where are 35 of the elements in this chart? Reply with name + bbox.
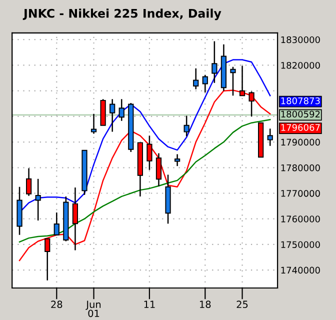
candlestick xyxy=(230,66,236,96)
y-tick-label: 1750000 xyxy=(281,241,320,248)
line-series xyxy=(18,90,271,262)
candlestick xyxy=(202,74,208,94)
candlestick xyxy=(212,40,218,84)
y-tick-label: 1830000 xyxy=(281,36,320,44)
x-tick-label: 25 xyxy=(236,300,248,308)
candlestick xyxy=(193,68,199,90)
x-tick-label: 28 xyxy=(51,300,62,308)
y-tick-label: 1780000 xyxy=(281,164,320,172)
y-tick-label: 1760000 xyxy=(281,216,320,222)
candlestick xyxy=(156,152,162,187)
ref-line-label: 1800592 xyxy=(281,110,320,118)
candlestick xyxy=(26,168,32,196)
y-tick-label: 1820000 xyxy=(281,62,320,69)
candlestick xyxy=(146,135,152,171)
candlestick xyxy=(54,212,60,236)
y-tick-label: 1740000 xyxy=(281,266,320,274)
candlestick xyxy=(184,115,190,137)
x-tick-label: Jun 01 xyxy=(86,300,101,318)
line-series xyxy=(18,119,271,243)
x-tick-label: 11 xyxy=(144,300,155,308)
candlestick xyxy=(72,186,78,251)
chart-title: JNKC - Nikkei 225 Index, Daily xyxy=(22,8,222,20)
y-tick-label: 1770000 xyxy=(281,190,320,197)
y-tick-label: 1790000 xyxy=(281,138,320,146)
text: 1807873 xyxy=(281,97,320,104)
candlestick xyxy=(174,154,180,167)
candlestick xyxy=(267,128,273,147)
candlestick xyxy=(35,178,41,222)
text: 1796067 xyxy=(281,124,320,131)
candlestick xyxy=(118,98,124,122)
candlestick xyxy=(110,98,116,132)
candlestick xyxy=(90,113,97,134)
x-tick-label: 18 xyxy=(200,300,211,308)
